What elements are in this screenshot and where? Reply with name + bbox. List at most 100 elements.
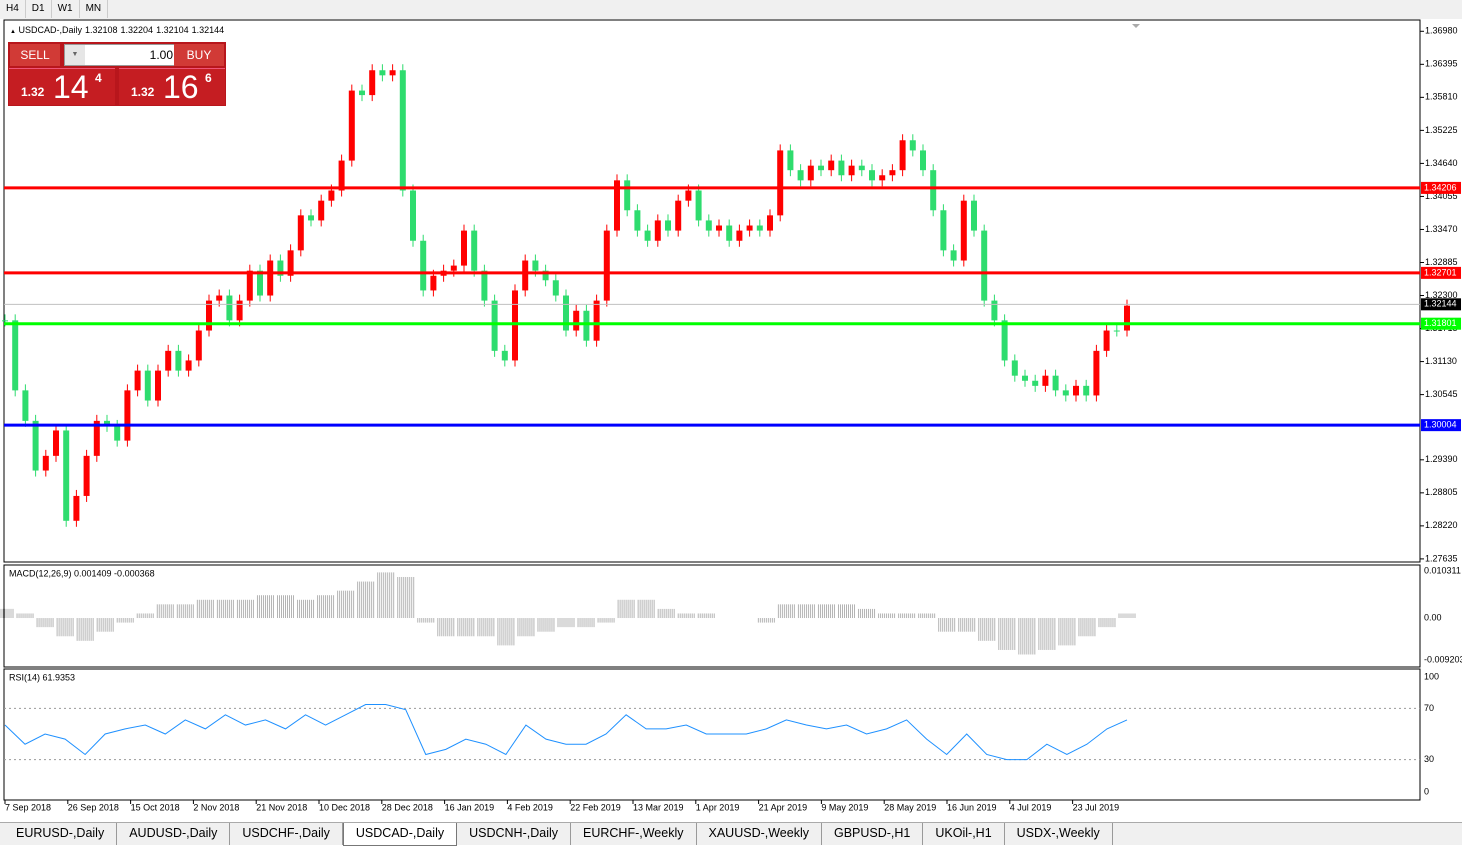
date-label: 4 Feb 2019	[507, 802, 553, 812]
candle	[981, 230, 988, 301]
date-label: 7 Sep 2018	[5, 802, 51, 812]
candle	[522, 260, 529, 291]
date-label: 13 Mar 2019	[633, 802, 684, 812]
candle	[879, 175, 886, 181]
date-label: 21 Apr 2019	[759, 802, 808, 812]
candle	[848, 165, 855, 176]
price-main: 14	[53, 69, 89, 105]
price-pane	[3, 19, 1421, 563]
candle	[909, 140, 916, 151]
candle	[552, 280, 559, 296]
chart-tab[interactable]: AUDUSD-,Daily	[117, 823, 231, 845]
price-tick-label: 1.28805	[1425, 487, 1458, 497]
timeframe-button[interactable]: H4	[0, 0, 26, 18]
candle	[155, 370, 161, 401]
chart-tab[interactable]: UKOil-,H1	[923, 823, 1005, 845]
price-tick-label: 1.28220	[1425, 520, 1458, 530]
candle	[1032, 380, 1039, 386]
candle	[960, 200, 967, 261]
candle	[654, 220, 661, 241]
shift-marker	[1132, 24, 1140, 28]
lot-input[interactable]: ▼ 1.00	[64, 44, 178, 66]
candle	[736, 230, 743, 241]
candle	[420, 240, 427, 291]
candle	[644, 230, 651, 241]
candle	[512, 290, 518, 361]
candle	[899, 140, 906, 171]
candle	[399, 70, 406, 191]
level-label-bg	[1421, 266, 1461, 279]
candle	[665, 220, 671, 231]
macd-axis-label: -0.009203	[1424, 654, 1462, 664]
lot-arrow[interactable]: ▼	[65, 45, 85, 65]
level-label-bg	[1421, 317, 1461, 330]
candle	[1042, 375, 1049, 386]
candle	[746, 225, 753, 231]
buy-button[interactable]: BUY	[174, 44, 224, 66]
chart-tab[interactable]: USDCAD-,Daily	[342, 823, 458, 846]
macd-axis-label: 0.00	[1424, 612, 1442, 622]
candle	[471, 230, 478, 271]
candle	[1062, 390, 1069, 396]
level-label: 1.32701	[1424, 267, 1457, 277]
candle	[501, 350, 508, 361]
one-click-trading: SELL ▼ 1.00 BUY 1.32 14 4 1.32 16 6	[8, 42, 226, 106]
date-label: 16 Jun 2019	[947, 802, 997, 812]
chart-tab[interactable]: EURCHF-,Weekly	[571, 823, 697, 845]
chart-tab[interactable]: EURUSD-,Daily	[4, 823, 118, 845]
date-label: 16 Jan 2019	[445, 802, 495, 812]
sell-button[interactable]: SELL	[10, 44, 60, 66]
candle	[1083, 385, 1090, 396]
chart-tab[interactable]: GBPUSD-,H1	[822, 823, 924, 845]
candle	[807, 165, 814, 181]
price-tick-label: 1.30545	[1425, 389, 1458, 399]
level-label: 1.34206	[1424, 182, 1457, 192]
candle	[42, 455, 49, 471]
candle	[369, 70, 376, 96]
candle	[573, 310, 580, 331]
price-prefix: 1.32	[21, 85, 45, 99]
candle	[114, 425, 121, 441]
buy-price[interactable]: 1.32 16 6	[119, 68, 225, 105]
candle	[583, 310, 590, 341]
macd-axis-label: 0.010311	[1424, 565, 1461, 575]
date-label: 1 Apr 2019	[696, 802, 740, 812]
date-label: 28 Dec 2018	[382, 802, 433, 812]
candle	[338, 160, 345, 191]
level-label-bg	[1421, 419, 1461, 432]
candle	[818, 165, 824, 171]
timeframe-button[interactable]: W1	[52, 0, 80, 18]
candle	[185, 360, 192, 371]
chart-tab[interactable]: XAUUSD-,Weekly	[697, 823, 822, 845]
date-label: 21 Nov 2018	[256, 802, 307, 812]
sell-price[interactable]: 1.32 14 4	[9, 68, 115, 105]
chart-tab[interactable]: USDCNH-,Daily	[457, 823, 572, 845]
candle	[410, 190, 416, 241]
date-label: 10 Dec 2018	[319, 802, 370, 812]
price-tick-label: 1.31130	[1425, 356, 1457, 366]
candle	[348, 90, 355, 161]
chart-tab[interactable]: USDCHF-,Daily	[230, 823, 343, 845]
candle	[940, 210, 947, 251]
candle	[991, 300, 998, 321]
rsi-axis-label: 30	[1424, 754, 1434, 764]
candle	[705, 220, 712, 231]
timeframe-button[interactable]: MN	[80, 0, 109, 18]
price-tick-label: 1.34055	[1425, 191, 1458, 201]
candle	[1103, 330, 1110, 351]
candle	[889, 170, 896, 176]
date-label: 2 Nov 2018	[193, 802, 239, 812]
rsi-axis-label: 70	[1424, 703, 1434, 713]
candle	[277, 260, 284, 276]
candle	[634, 210, 641, 231]
candle	[83, 455, 90, 496]
chart-tab[interactable]: USDX-,Weekly	[1005, 823, 1113, 845]
candle	[716, 225, 722, 231]
price-main: 16	[163, 69, 199, 105]
lot-value: 1.00	[149, 48, 173, 62]
price-tick-label: 1.35225	[1425, 125, 1458, 135]
level-label: 1.30004	[1424, 420, 1457, 430]
candle	[1052, 375, 1059, 391]
timeframe-button[interactable]: D1	[26, 0, 52, 18]
price-tick-label: 1.36980	[1425, 26, 1458, 36]
